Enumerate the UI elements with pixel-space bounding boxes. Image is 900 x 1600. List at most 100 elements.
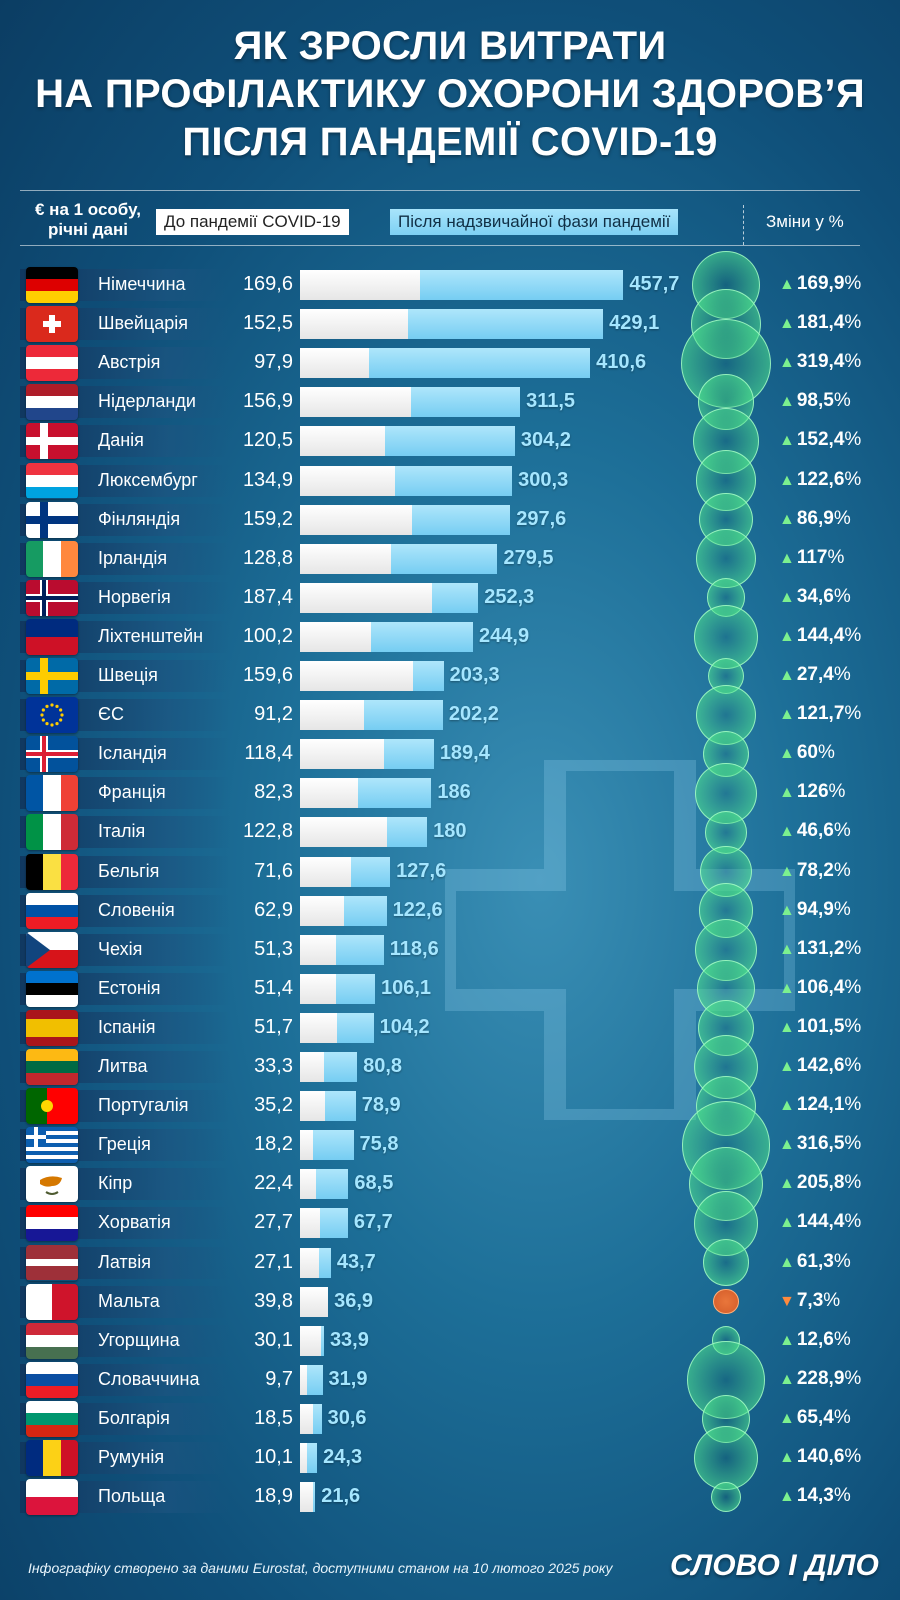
chart-row: Фінляндія 159,2 297,6 ▲ 86,9%: [0, 493, 900, 547]
title-line-2: НА ПРОФІЛАКТИКУ ОХОРОНИ ЗДОРОВ’Я: [35, 72, 865, 116]
change-percent-label: 117: [796, 546, 828, 568]
title-line-1: ЯК ЗРОСЛИ ВИТРАТИ: [233, 24, 667, 68]
change-percent-label: 121,7: [796, 703, 845, 725]
change-percent-label: 124,1: [796, 1094, 845, 1116]
chart-row: Данія 120,5 304,2 ▲ 152,4%: [0, 408, 900, 475]
before-value-label: 156,9: [242, 390, 293, 413]
change-percent-label: 98,5: [796, 390, 834, 412]
change-percent-label: 46,6: [796, 820, 834, 842]
chart-row: Австрія 97,9 410,6 ▲ 319,4%: [0, 318, 900, 408]
arrow-up-icon: ▲: [779, 745, 795, 763]
before-value-label: 51,4: [254, 976, 293, 999]
before-bar: [300, 1091, 325, 1122]
chart-row: Греція 18,2 75,8 ▲ 316,5%: [0, 1100, 900, 1190]
before-value-label: 100,2: [242, 624, 293, 647]
after-value-label: 180: [433, 820, 467, 843]
change-value: ▲ 65,4%: [779, 1407, 851, 1429]
country-label: Польща: [98, 1486, 166, 1507]
before-bar: [300, 1364, 307, 1395]
chart-row: Словаччина 9,7 31,9 ▲ 228,9%: [0, 1341, 900, 1419]
country-label: Чехія: [98, 938, 143, 959]
change-value: ▲ 124,1%: [779, 1094, 861, 1116]
country-label: Данія: [98, 430, 144, 451]
country-label: Естонія: [98, 977, 161, 998]
country-label: Словенія: [98, 899, 175, 920]
before-value-label: 18,9: [254, 1485, 293, 1508]
change-percent-label: 12,6: [796, 1328, 834, 1350]
after-value-label: 75,8: [359, 1133, 399, 1156]
before-bar: [300, 582, 433, 613]
after-value-label: 203,3: [449, 664, 500, 686]
change-percent-label: 60: [796, 742, 818, 764]
arrow-up-icon: ▲: [779, 276, 795, 293]
change-percent-label: 228,9: [796, 1367, 845, 1389]
before-value-label: 122,8: [242, 820, 293, 843]
change-value: ▲ 131,2%: [779, 938, 861, 960]
before-bar: [300, 778, 359, 809]
country-label: Мальта: [98, 1290, 160, 1311]
after-value-label: 429,1: [609, 312, 660, 335]
flag-germany-icon: [26, 267, 78, 303]
chart-row: Болгарія 18,5 30,6 ▲ 65,4%: [0, 1394, 900, 1443]
brand-logo: СЛОВО І ДІЛО: [670, 1549, 879, 1582]
country-label: Ірландія: [98, 547, 168, 568]
percent-sign: %: [844, 1133, 862, 1155]
flag-sweden-icon: [26, 658, 78, 694]
country-label: Франція: [98, 782, 166, 803]
country-label: Португалія: [98, 1095, 189, 1116]
country-label: Ліхтенштейн: [98, 625, 204, 646]
before-bar: [300, 387, 411, 418]
flag-bulgaria-icon: [26, 1400, 78, 1437]
change-percent-label: 94,9: [796, 898, 834, 920]
before-bar: [300, 856, 351, 887]
change-value: ▲ 319,4%: [779, 351, 861, 373]
change-percent-label: 319,4: [796, 351, 845, 373]
change-percent-label: 181,4: [796, 312, 845, 334]
chart-row: Люксембург 134,9 300,3 ▲ 122,6%: [0, 450, 900, 511]
change-value: ▼ 7,3%: [779, 1290, 840, 1312]
chart-row: Ірландія 128,8 279,5 ▲ 117%: [0, 528, 900, 589]
change-percent-label: 316,5: [796, 1133, 845, 1155]
change-value: ▲ 144,4%: [779, 1211, 861, 1233]
change-percent-label: 140,6: [796, 1446, 845, 1467]
chart-row: Франція 82,3 186 ▲ 126%: [0, 762, 900, 824]
chart-row: Латвія 27,1 43,7 ▲ 61,3%: [0, 1239, 900, 1286]
change-value: ▲ 228,9%: [779, 1368, 861, 1390]
before-value-label: 82,3: [254, 781, 293, 804]
change-percent-label: 142,6: [796, 1055, 845, 1076]
after-value-label: 311,5: [526, 390, 576, 413]
change-percent-label: 101,5: [796, 1015, 845, 1037]
flag-cyprus-icon: [26, 1166, 78, 1203]
change-value: ▲ 46,6%: [779, 820, 851, 842]
change-value: ▲ 14,3%: [779, 1485, 851, 1507]
arrow-up-icon: ▲: [779, 1409, 795, 1427]
country-label: Греція: [98, 1134, 151, 1155]
country-label: Іспанія: [98, 1016, 156, 1037]
change-percent-label: 7,3: [796, 1289, 824, 1311]
percent-sign: %: [833, 664, 851, 685]
change-bubble: [711, 1482, 741, 1513]
flag-hungary-icon: [26, 1322, 78, 1359]
chart-row: ЄС 91,2 202,2 ▲ 121,7%: [0, 684, 900, 746]
flag-romania-icon: [26, 1440, 78, 1476]
change-value: ▲ 316,5%: [779, 1133, 861, 1155]
change-value: ▲ 117%: [779, 547, 844, 569]
arrow-up-icon: ▲: [779, 862, 795, 880]
percent-sign: %: [833, 859, 851, 881]
change-percent-label: 106,4: [796, 976, 845, 998]
arrow-up-icon: ▲: [779, 1449, 795, 1466]
flag-lithuania-icon: [26, 1049, 78, 1085]
country-label: Швеція: [98, 665, 158, 685]
after-value-label: 31,9: [328, 1367, 368, 1390]
change-value: ▲ 205,8%: [779, 1172, 861, 1194]
before-bar: [300, 1130, 313, 1161]
chart-row: Італія 122,8 180 ▲ 46,6%: [0, 811, 900, 854]
arrow-up-icon: ▲: [779, 1331, 795, 1349]
change-value: ▲ 98,5%: [779, 390, 851, 412]
arrow-up-icon: ▲: [779, 1136, 795, 1154]
change-percent-label: 144,4: [796, 624, 845, 646]
after-value-label: 410,6: [596, 351, 647, 374]
chart-row: Швеція 159,6 203,3 ▲ 27,4%: [0, 655, 900, 695]
flag-italy-icon: [26, 814, 78, 851]
change-value: ▲ 106,4%: [779, 977, 861, 999]
